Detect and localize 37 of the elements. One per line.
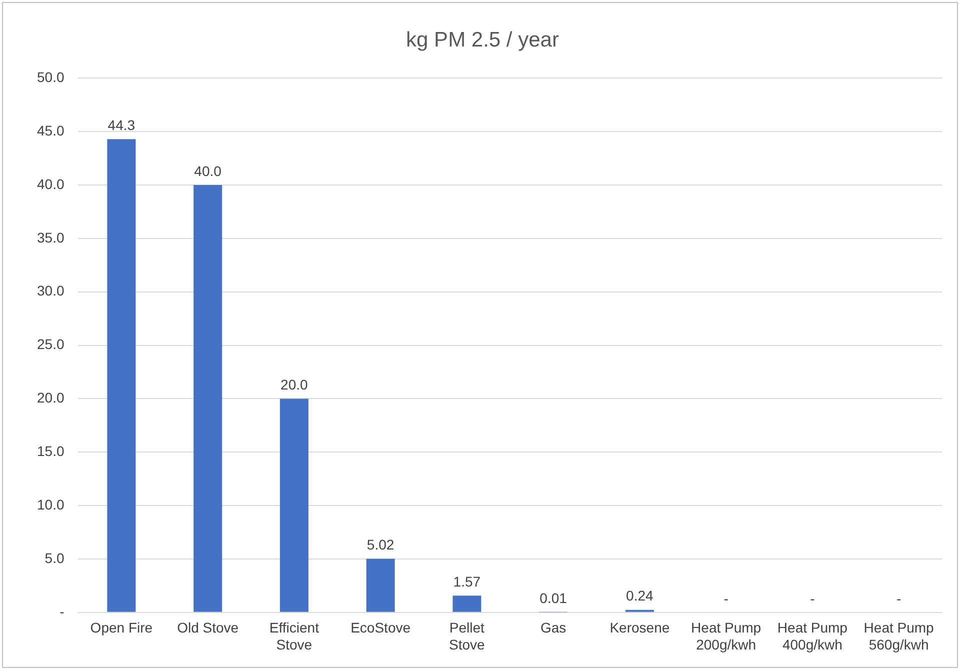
bar [280, 398, 308, 612]
y-tick-label: 25.0 [37, 336, 64, 352]
y-tick-label: 45.0 [37, 122, 64, 138]
y-tick-label: 50.0 [37, 69, 64, 86]
y-tick-label: 30.0 [37, 282, 64, 299]
data-label: 5.02 [366, 536, 394, 553]
data-label: 44.3 [108, 116, 136, 133]
x-tick-label: Efficient Stove [269, 620, 320, 652]
x-tick-label: Old Stove [177, 620, 239, 636]
y-tick-label: 20.0 [37, 390, 64, 406]
x-tick-label: Open Fire [90, 620, 153, 636]
x-tick-label: Heat Pump 200g/kwh [691, 620, 762, 652]
bar [194, 185, 222, 612]
data-label: 0.24 [626, 588, 654, 604]
y-tick-label: 15.0 [37, 443, 64, 459]
x-tick-label: Gas [540, 620, 566, 636]
chart-title: kg PM 2.5 / year [406, 28, 559, 52]
data-label: - [724, 590, 729, 606]
y-tick-label: 5.0 [44, 550, 64, 566]
data-label: 20.0 [280, 376, 308, 393]
y-tick-label: 40.0 [37, 176, 64, 192]
x-tick-label: Heat Pump 560g/kwh [864, 620, 934, 652]
data-label: - [810, 590, 816, 606]
bar [366, 558, 395, 612]
data-label: 40.0 [194, 162, 222, 179]
y-tick-label: 10.0 [37, 496, 64, 512]
data-label: - [896, 590, 902, 606]
data-label: 1.57 [453, 573, 481, 590]
x-tick-label: Heat Pump 400g/kwh [777, 620, 848, 652]
y-tick-label: 35.0 [37, 229, 64, 246]
x-tick-label: Pellet Stove [449, 620, 486, 652]
data-label: 0.01 [540, 590, 568, 606]
x-tick-label: EcoStove [350, 620, 411, 636]
y-tick-label: - [60, 603, 65, 620]
bar [452, 596, 482, 612]
bar [107, 139, 136, 612]
x-tick-label: Kerosene [610, 620, 670, 636]
